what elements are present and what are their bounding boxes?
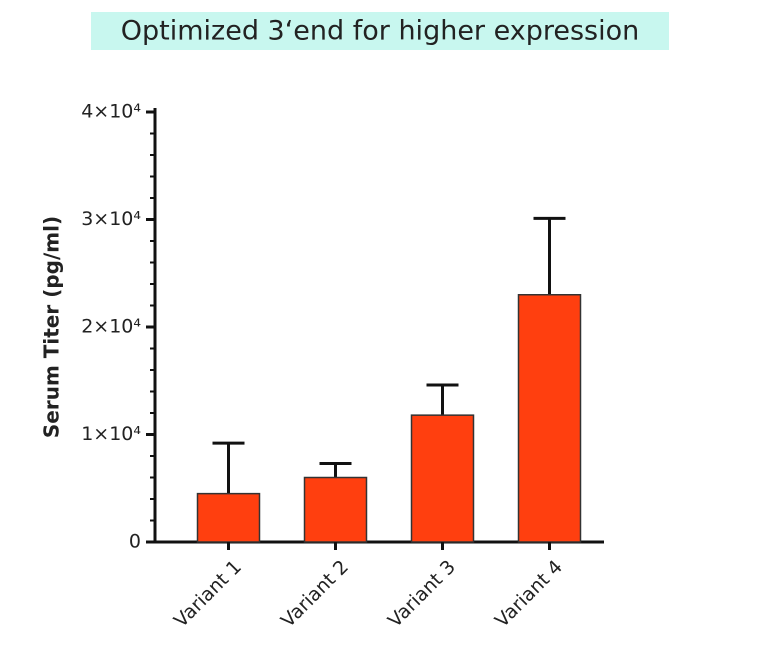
x-tick-label: Variant 1 [170,556,246,632]
y-tick-label: 2×10⁴ [81,316,141,338]
y-axis-label: Serum Titer (pg/ml) [40,216,64,438]
bar [196,492,261,543]
title-highlight [91,12,669,50]
x-tick-label: Variant 3 [384,556,460,632]
bar [410,414,475,543]
y-tick-label: 3×10⁴ [81,208,141,230]
x-tick-label: Variant 2 [277,556,353,632]
chart-title: Optimized 3‘end for higher expression [121,16,640,47]
x-tick-label: Variant 4 [491,556,567,632]
bar [517,294,582,543]
y-tick-label: 1×10⁴ [81,423,141,445]
bar [303,476,368,543]
y-tick-label: 0 [129,531,141,553]
y-tick-label: 4×10⁴ [81,101,141,123]
